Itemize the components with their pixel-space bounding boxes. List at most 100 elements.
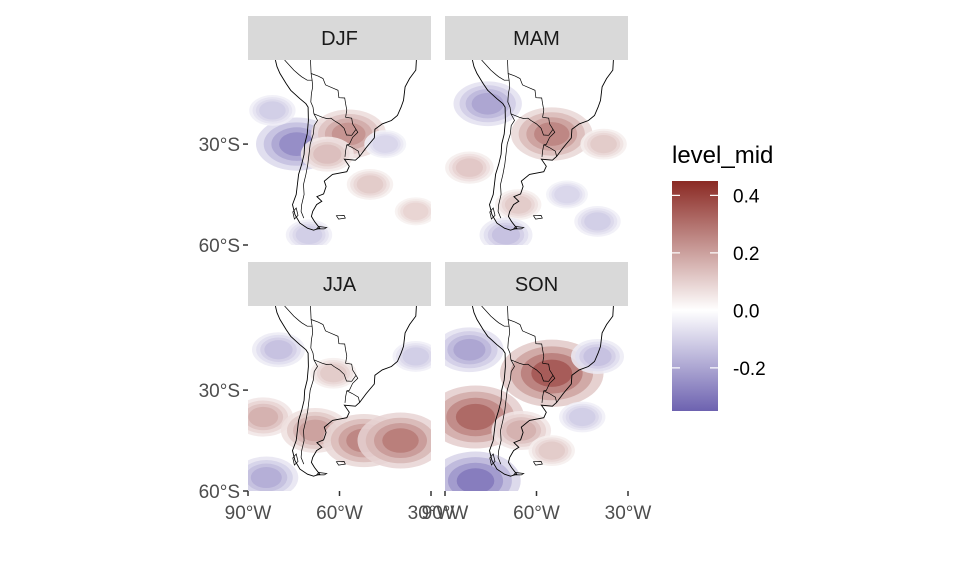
island-son-0 [489,453,496,466]
coastline-mam [471,60,614,231]
anomaly-region-djf-5 [403,202,429,221]
country-border-mam-5 [543,144,557,157]
panel-mam: MAM [445,16,628,245]
panel-strip-jja [248,262,431,306]
coastline-son [471,306,614,477]
island-mam-2 [512,226,525,230]
island-son-2 [512,472,525,476]
country-border-djf-0 [300,60,318,219]
country-border-son-4 [541,375,556,403]
legend-tick-label-0: 0.4 [733,186,760,207]
country-border-jja-5 [346,390,360,403]
anomaly-region-jja-5 [250,467,282,489]
anomaly-region-mam-3 [504,195,532,214]
panel-strip-mam [445,16,628,60]
legend-tick-label-2: 0.0 [733,301,759,322]
island-mam-0 [489,207,496,220]
country-border-djf-5 [346,144,360,157]
anomaly-region-son-7 [538,441,566,460]
map-area-jja [248,306,431,491]
country-border-son-0 [497,306,515,465]
country-border-djf-1 [310,73,348,111]
panel-strip-label-djf: DJF [321,28,358,50]
map-panels: DJF MAM JJA SON [248,16,628,491]
map-area-mam [445,60,628,245]
anomaly-region-mam-5 [491,225,521,245]
island-djf-1 [335,215,346,220]
anomaly-region-son-6 [583,346,612,367]
anomaly-region-son-4 [506,420,537,441]
country-border-son-1 [507,319,545,357]
country-border-jja-3 [345,356,357,376]
anomaly-region-son-2 [456,468,495,491]
anomaly-region-mam-4 [554,185,580,204]
anomaly-region-mam-6 [584,212,611,231]
anomaly-region-jja-3 [382,428,419,453]
y-tick-label-djf-0: 30°S [199,135,240,156]
legend-colorbar [672,181,718,411]
country-border-mam-3 [542,110,554,130]
island-mam-1 [532,215,543,220]
anomaly-region-mam-7 [590,134,617,154]
country-border-djf-2 [313,113,357,136]
country-border-son-3 [542,356,554,376]
panel-strip-djf [248,16,431,60]
country-border-jja-6 [284,306,313,327]
country-border-son-5 [543,390,557,403]
panel-strip-label-jja: JJA [323,274,357,296]
island-son-1 [532,461,543,466]
anomaly-region-mam-1 [534,122,570,146]
island-jja-1 [335,461,346,466]
x-tick-label-jja-2: 30°W [408,503,455,524]
panel-jja: JJA [248,262,431,491]
legend-tick-label-3: -0.2 [733,359,766,380]
y-tick-label-jja-1: 60°S [199,482,240,503]
x-tick-label-son-0: 90°W [422,503,469,524]
country-border-mam-0 [497,60,515,219]
x-tick-label-jja-0: 90°W [225,503,272,524]
map-area-son [445,306,628,491]
panel-strip-label-mam: MAM [513,28,560,50]
country-border-mam-6 [481,60,510,81]
legend-title: level_mid [672,142,773,169]
country-border-son-6 [481,306,510,327]
anomaly-region-mam-2 [455,158,483,177]
island-djf-2 [315,226,328,230]
anomaly-region-djf-4 [356,175,384,194]
country-border-jja-4 [344,375,359,403]
country-border-mam-2 [510,113,554,136]
panel-djf: DJF [248,16,431,245]
x-tick-label-son-2: 30°W [605,503,652,524]
map-area-djf [248,60,431,245]
country-border-jja-0 [300,306,318,465]
island-jja-0 [292,453,299,466]
axes: 30°S60°S30°S60°S90°W 60°W 30°W90°W 60°W 30°W [199,135,652,524]
country-border-son-2 [510,359,554,382]
country-border-mam-1 [507,73,545,111]
coastline-jja [274,306,417,477]
legend: level_mid 0.4 0.2 0.0 -0.2 [672,142,773,411]
country-border-djf-6 [284,60,313,81]
anomaly-region-djf-3 [313,144,342,164]
anomaly-region-jja-4 [320,364,347,383]
coastline-djf [274,60,417,231]
country-border-mam-4 [541,129,556,157]
x-tick-label-jja-1: 60°W [316,503,363,524]
panel-strip-label-son: SON [515,274,558,296]
anomaly-region-son-5 [453,338,486,361]
country-border-jja-1 [310,319,348,357]
anomaly-region-jja-6 [264,340,293,360]
anomaly-region-jja-0 [248,406,279,428]
y-tick-label-djf-1: 60°S [199,236,240,257]
anomaly-region-djf-1 [259,101,286,120]
anomaly-region-djf-7 [295,225,323,245]
island-djf-0 [292,207,299,220]
anomaly-region-mam-0 [471,92,504,115]
legend-tick-label-1: 0.2 [733,244,759,265]
anomaly-region-jja-1 [299,419,332,442]
country-border-djf-3 [345,110,357,130]
country-border-jja-2 [313,359,357,382]
anomaly-region-son-3 [568,407,596,427]
x-tick-label-son-1: 60°W [513,503,560,524]
